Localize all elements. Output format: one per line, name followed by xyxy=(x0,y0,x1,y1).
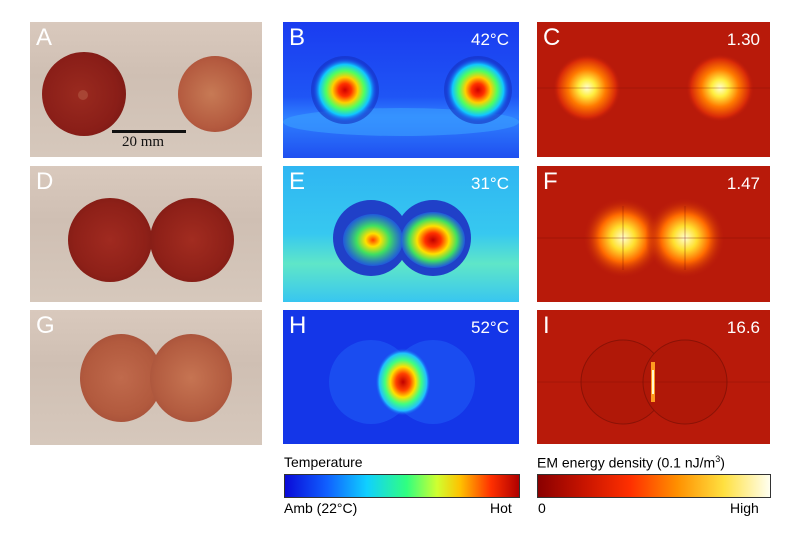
panel-label-i: I xyxy=(543,312,550,339)
grape-left xyxy=(80,334,162,422)
temperature-value-b: 42°C xyxy=(471,30,509,49)
panel-label-b: B xyxy=(289,24,306,51)
em-colorbar xyxy=(537,474,771,498)
panel-label-c: C xyxy=(543,24,561,51)
panel-label-a: A xyxy=(36,24,53,51)
temperature-value-e: 31°C xyxy=(471,174,509,193)
panel-h-thermal: H 52°C xyxy=(283,310,519,444)
grape-right xyxy=(178,56,252,132)
panel-label-f: F xyxy=(543,168,558,195)
temperature-colorbar-high: Hot xyxy=(490,500,512,516)
thermal-map-h xyxy=(329,340,475,424)
em-colorbar-title: EM energy density (0.1 nJ/m3) xyxy=(537,454,725,471)
panel-d-photo: D xyxy=(30,166,262,302)
em-colorbar-high: High xyxy=(730,500,759,516)
panel-a-photo: 20 mm A xyxy=(30,22,262,157)
panel-f-em: F 1.47 xyxy=(537,166,770,302)
panel-c-em: C 1.30 xyxy=(537,22,770,157)
panel-e-thermal: E 31°C xyxy=(283,166,519,302)
temperature-value-h: 52°C xyxy=(471,318,509,337)
em-map-f xyxy=(537,198,770,278)
panel-g-photo: G xyxy=(30,310,262,445)
grape-right xyxy=(150,334,232,422)
panel-label-e: E xyxy=(289,168,306,195)
grape-left xyxy=(68,198,152,282)
panel-label-d: D xyxy=(36,168,54,195)
panel-label-h: H xyxy=(289,312,307,339)
em-map-i xyxy=(537,339,770,425)
em-map-c xyxy=(537,54,770,122)
panel-b-thermal: B 42°C xyxy=(283,22,519,158)
temperature-colorbar-low: Amb (22°C) xyxy=(284,500,358,516)
panel-label-g: G xyxy=(36,312,55,339)
panel-i-em: I 16.6 xyxy=(537,310,770,444)
scale-bar-label: 20 mm xyxy=(122,134,165,150)
grape-left xyxy=(42,52,126,136)
thermal-map-b xyxy=(283,56,519,136)
temperature-colorbar-title: Temperature xyxy=(284,454,363,470)
scale-bar xyxy=(112,130,186,133)
temperature-colorbar xyxy=(284,474,520,498)
grape-right xyxy=(150,198,234,282)
em-colorbar-low: 0 xyxy=(538,500,546,516)
em-value-f: 1.47 xyxy=(726,174,760,193)
em-value-c: 1.30 xyxy=(726,30,760,49)
em-value-i: 16.6 xyxy=(726,318,760,337)
thermal-map-e xyxy=(333,200,471,276)
